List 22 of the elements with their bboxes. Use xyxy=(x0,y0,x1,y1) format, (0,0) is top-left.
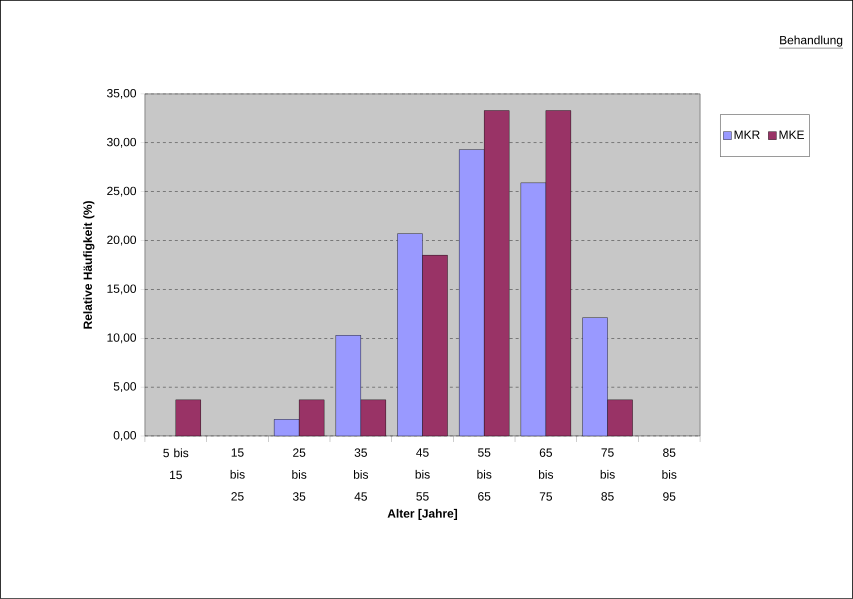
x-tick-label: 65 bis 75 xyxy=(538,448,554,501)
y-tick-label: 35,00 xyxy=(107,89,136,99)
x-tick-label: 85 bis 95 xyxy=(662,448,676,501)
legend-title: Behandlung xyxy=(780,36,842,47)
y-tick-label: 15,00 xyxy=(107,284,136,294)
y-tick-label: 20,00 xyxy=(107,236,136,246)
legend-label: MKR xyxy=(734,130,760,139)
x-tick-label: 45 bis 55 xyxy=(416,448,430,501)
y-tick-label: 25,00 xyxy=(107,186,136,197)
x-tick-label: 15 bis 25 xyxy=(230,448,245,501)
y-tick-label: 5,00 xyxy=(114,382,136,392)
x-tick-label: 25 bis 35 xyxy=(292,448,306,501)
x-tick-label: 5 bis 15 xyxy=(163,448,188,480)
x-axis-title: Alter [Jahre] xyxy=(388,508,458,520)
y-tick-label: 10,00 xyxy=(107,333,136,344)
x-tick-label: 55 bis 65 xyxy=(477,448,492,501)
x-tick-label: 35 bis 45 xyxy=(354,448,368,501)
x-tick-label: 75 bis 85 xyxy=(600,448,615,501)
y-tick-label: 30,00 xyxy=(107,138,136,148)
y-axis-title: Relative Häufigkeit (%) xyxy=(83,201,94,329)
y-tick-label: 0,00 xyxy=(114,431,136,441)
legend-label: MKE xyxy=(780,130,804,139)
